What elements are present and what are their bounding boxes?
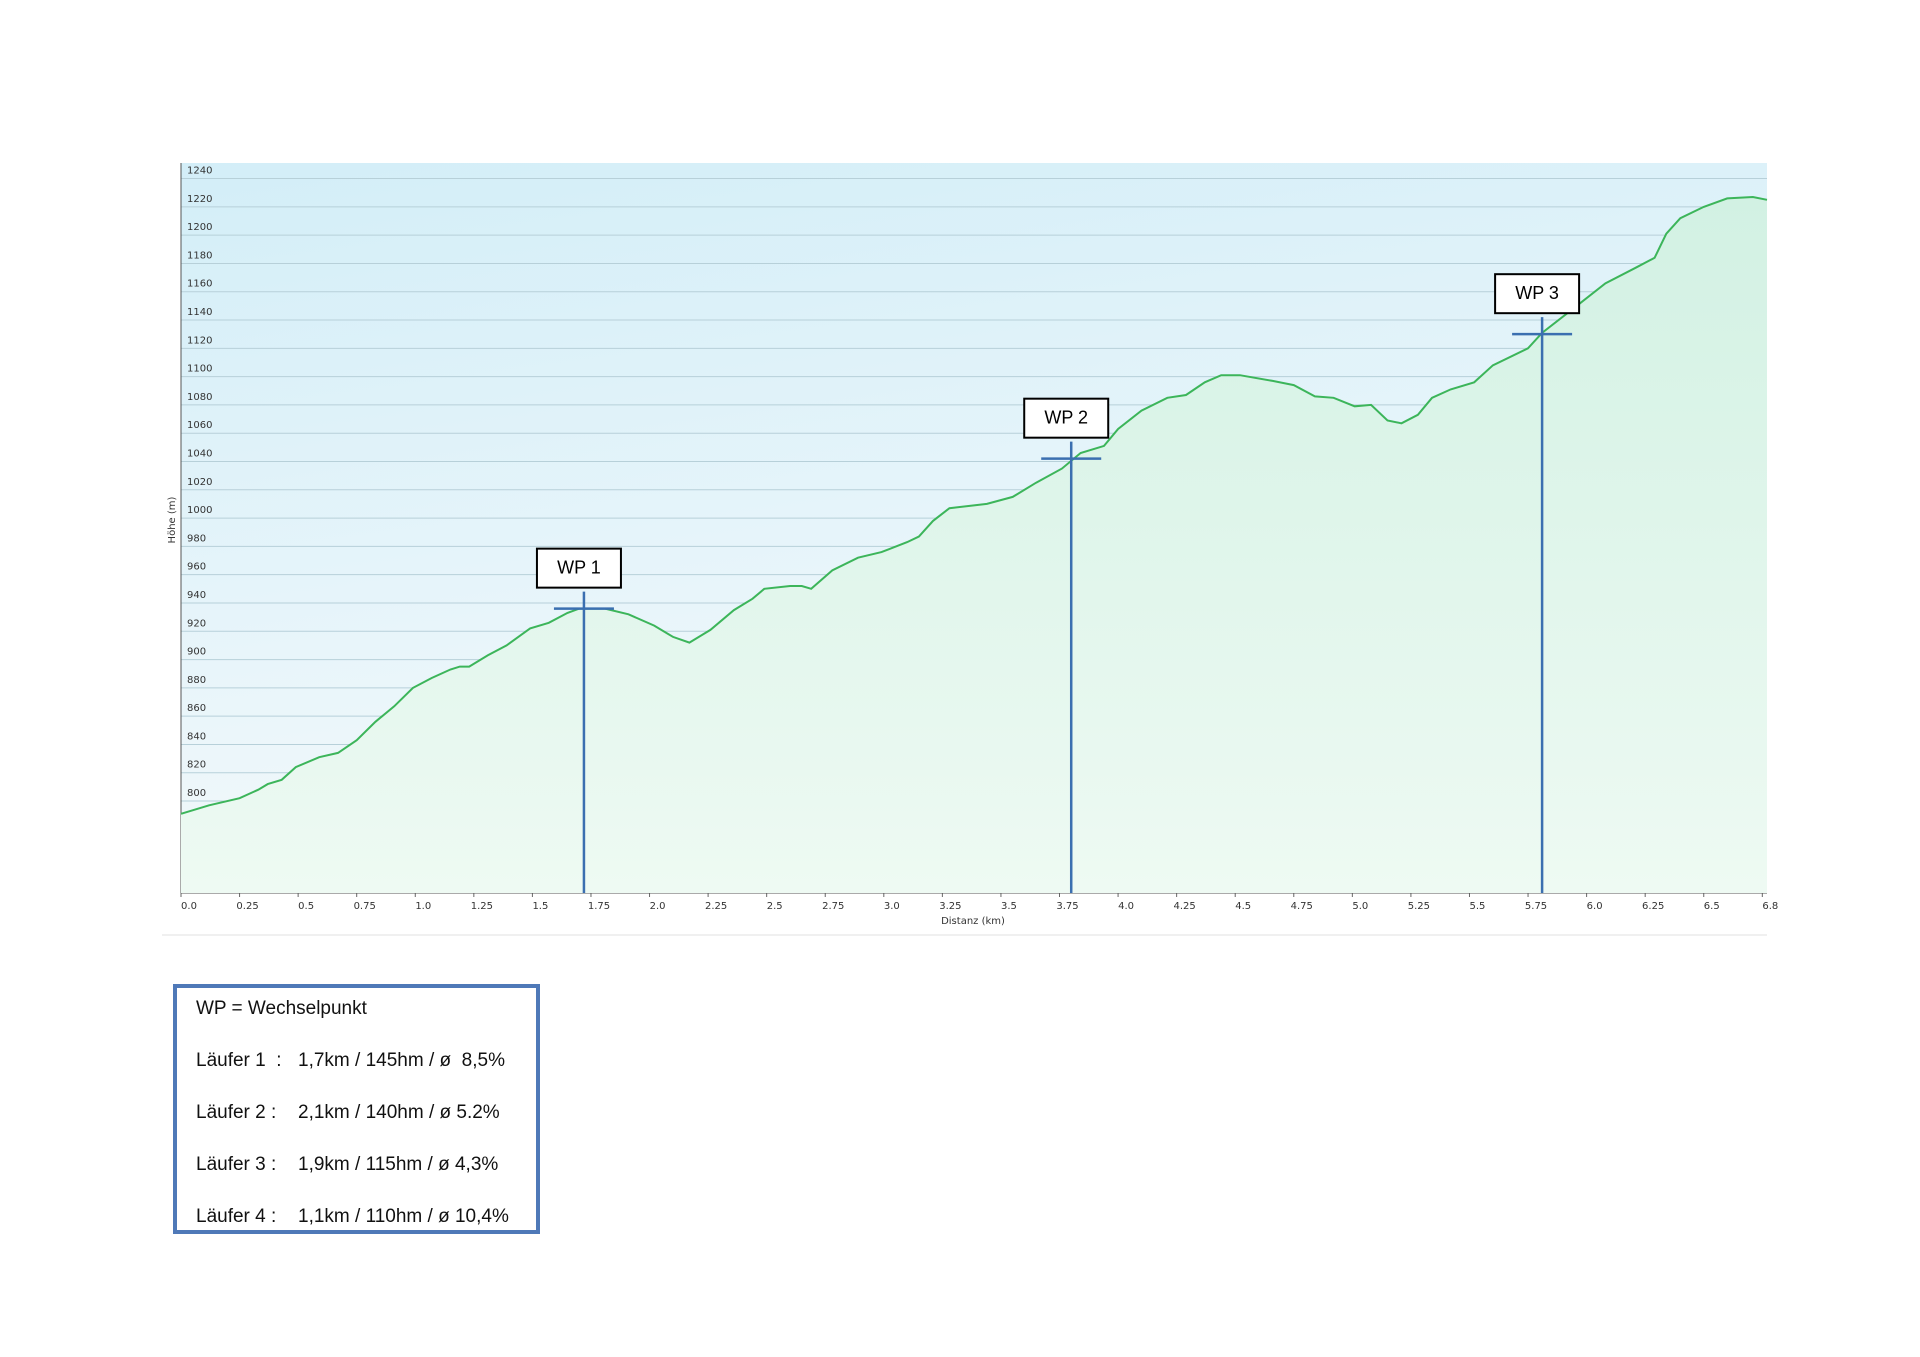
x-tick-label: 5.75 xyxy=(1525,901,1547,912)
x-tick-label: 2.25 xyxy=(705,901,727,912)
x-axis-label: Distanz (km) xyxy=(941,916,1005,927)
x-tick-label: 3.5 xyxy=(1001,901,1017,912)
info-runner: Läufer 4 : xyxy=(196,1206,277,1227)
waypoint-box xyxy=(535,547,622,589)
info-runner: Läufer 3 : xyxy=(196,1154,277,1175)
x-tick-label: 3.25 xyxy=(939,901,961,912)
x-tick-label: 5.25 xyxy=(1408,901,1430,912)
x-tick-label: 4.0 xyxy=(1118,901,1134,912)
x-tick-label: 6.5 xyxy=(1704,901,1720,912)
info-stats: 1,9km / 115hm / ø 4,3% xyxy=(298,1154,499,1175)
y-tick-label: 1020 xyxy=(187,477,212,488)
info-row: Läufer 3 : 1,9km / 115hm / ø 4,3% xyxy=(196,1154,536,1206)
x-tick-label: 6.25 xyxy=(1642,901,1664,912)
x-tick-label: 1.75 xyxy=(588,901,610,912)
elevation-area xyxy=(181,197,1767,893)
x-tick-label: 0.75 xyxy=(354,901,376,912)
info-row: Läufer 4 : 1,1km / 110hm / ø 10,4% xyxy=(196,1206,536,1258)
x-tick-label: 3.75 xyxy=(1056,901,1078,912)
x-tick-label: 0.25 xyxy=(236,901,258,912)
y-tick-label: 1160 xyxy=(187,279,212,290)
x-tick-label: 5.0 xyxy=(1352,901,1368,912)
y-tick-label: 920 xyxy=(187,618,206,629)
y-tick-label: 1080 xyxy=(187,392,212,403)
waypoint-label: WP 1 xyxy=(557,557,601,577)
waypoint-box xyxy=(1494,273,1581,315)
y-axis-label: Höhe (m) xyxy=(167,496,178,543)
info-runner: Läufer 1 : xyxy=(196,1050,282,1071)
y-tick-label: 1100 xyxy=(187,364,212,375)
waypoint-label: WP 2 xyxy=(1044,407,1088,427)
x-tick-label: 2.0 xyxy=(650,901,666,912)
y-tick-label: 1180 xyxy=(187,250,212,261)
x-tick-label: 5.5 xyxy=(1470,901,1486,912)
info-row: Läufer 2 : 2,1km / 140hm / ø 5.2% xyxy=(196,1102,536,1154)
y-tick-label: 900 xyxy=(187,647,206,658)
waypoint-label: WP 3 xyxy=(1515,283,1559,303)
y-tick-label: 1060 xyxy=(187,420,212,431)
x-tick-label: 1.5 xyxy=(532,901,548,912)
x-tick-label: 6.8 xyxy=(1762,901,1778,912)
x-tick-label: 3.0 xyxy=(884,901,900,912)
info-runner: Läufer 2 : xyxy=(196,1102,277,1123)
y-tick-label: 1200 xyxy=(187,222,212,233)
info-box: WP = Wechselpunkt Läufer 1 : 1,7km / 145h… xyxy=(173,984,540,1234)
waypoint-box xyxy=(1023,397,1110,439)
elevation-line xyxy=(180,195,1768,815)
info-stats: 1,7km / 145hm / ø 8,5% xyxy=(298,1050,505,1071)
info-title: WP = Wechselpunkt xyxy=(196,998,367,1019)
y-tick-label: 1220 xyxy=(187,194,212,205)
x-tick-label: 6.0 xyxy=(1587,901,1603,912)
info-stats: 1,1km / 110hm / ø 10,4% xyxy=(298,1206,509,1227)
x-tick-label: 0.0 xyxy=(181,901,197,912)
y-tick-label: 1120 xyxy=(187,335,212,346)
y-tick-label: 820 xyxy=(187,760,206,771)
y-tick-label: 860 xyxy=(187,703,206,714)
x-tick-label: 2.5 xyxy=(767,901,783,912)
y-tick-label: 840 xyxy=(187,731,206,742)
x-tick-label: 1.25 xyxy=(471,901,493,912)
y-tick-label: 1040 xyxy=(187,449,212,460)
x-tick-label: 1.0 xyxy=(415,901,431,912)
y-tick-label: 1000 xyxy=(187,505,212,516)
info-row: Läufer 1 : 1,7km / 145hm / ø 8,5% xyxy=(196,1050,536,1102)
y-tick-label: 980 xyxy=(187,533,206,544)
x-tick-label: 2.75 xyxy=(822,901,844,912)
x-tick-label: 4.25 xyxy=(1174,901,1196,912)
y-tick-label: 940 xyxy=(187,590,206,601)
x-tick-label: 0.5 xyxy=(298,901,314,912)
x-tick-label: 4.5 xyxy=(1235,901,1251,912)
x-tick-label: 4.75 xyxy=(1291,901,1313,912)
y-tick-label: 1140 xyxy=(187,307,212,318)
y-tick-label: 880 xyxy=(187,675,206,686)
y-tick-label: 800 xyxy=(187,788,206,799)
info-stats: 2,1km / 140hm / ø 5.2% xyxy=(298,1102,500,1123)
y-tick-label: 1240 xyxy=(187,166,212,177)
y-tick-label: 960 xyxy=(187,562,206,573)
